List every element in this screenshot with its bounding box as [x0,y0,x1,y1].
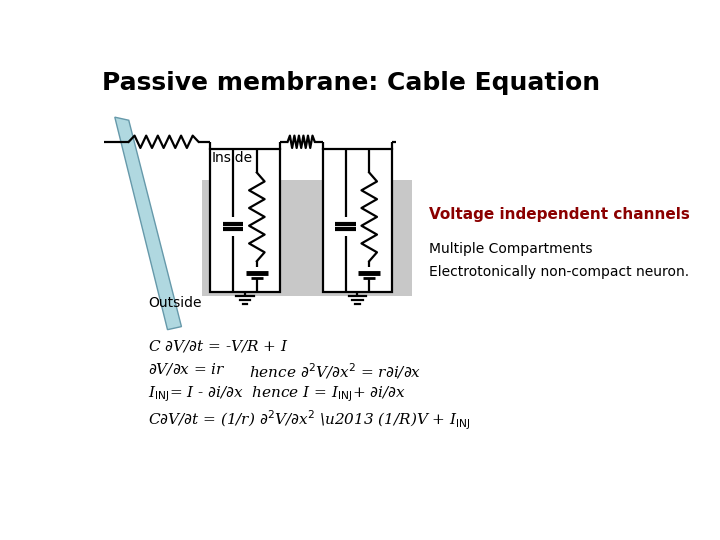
Text: hence $\partial^{2}$V/$\partial$x$^{2}$ = r$\partial$i/$\partial$x: hence $\partial^{2}$V/$\partial$x$^{2}$ … [249,361,421,381]
Text: Voltage independent channels: Voltage independent channels [428,207,690,222]
Text: Passive membrane: Cable Equation: Passive membrane: Cable Equation [102,71,600,95]
Bar [202,180,412,296]
Bar [323,150,392,292]
Polygon shape [114,117,181,330]
Text: C $\partial$V/$\partial$t = -V/R + I: C $\partial$V/$\partial$t = -V/R + I [148,338,289,354]
Bar [210,150,280,292]
Text: Inside: Inside [212,151,253,165]
Text: Multiple Compartments: Multiple Compartments [428,242,592,256]
Text: Electrotonically non-compact neuron.: Electrotonically non-compact neuron. [428,265,689,279]
Text: $\partial$V/$\partial$x = ir: $\partial$V/$\partial$x = ir [148,361,226,377]
Text: I$_{\rm INJ}$= I - $\partial$i/$\partial$x  hence I = I$_{\rm INJ}$+ $\partial$i: I$_{\rm INJ}$= I - $\partial$i/$\partial… [148,384,406,404]
Text: Outside: Outside [148,296,202,310]
Text: C$\partial$V/$\partial$t = (1/r) $\partial^{2}$V/$\partial$x$^{2}$ \u2013 (1/R)V: C$\partial$V/$\partial$t = (1/r) $\parti… [148,409,471,433]
